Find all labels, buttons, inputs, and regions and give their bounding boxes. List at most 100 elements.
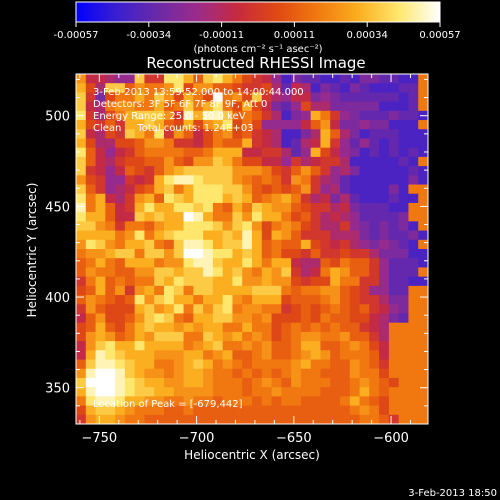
heatmap-cell xyxy=(379,377,390,388)
heatmap-cell xyxy=(359,221,370,232)
heatmap-cell xyxy=(398,83,410,94)
heatmap-cell xyxy=(124,120,136,130)
heatmap-cell xyxy=(124,202,136,213)
heatmap-cell xyxy=(330,166,341,176)
heatmap-cell xyxy=(95,156,106,167)
heatmap-cell xyxy=(242,166,253,176)
heatmap-cell xyxy=(281,258,292,269)
heatmap-cell xyxy=(183,193,194,204)
heatmap-cell xyxy=(154,202,165,213)
heatmap-cell xyxy=(300,276,312,287)
heatmap-cell xyxy=(193,230,204,241)
heatmap-cell xyxy=(379,193,390,204)
heatmap-cell xyxy=(212,377,224,388)
heatmap-cell xyxy=(173,230,185,241)
heatmap-cell xyxy=(359,331,370,342)
heatmap-cell xyxy=(124,193,136,204)
heatmap-cell xyxy=(193,267,204,278)
heatmap-cell xyxy=(291,258,302,269)
heatmap-cell xyxy=(291,147,302,158)
heatmap-cell xyxy=(261,156,273,167)
heatmap-cell xyxy=(271,74,282,84)
heatmap-cell xyxy=(310,322,322,333)
heatmap-cell xyxy=(154,295,165,305)
heatmap-cell xyxy=(320,101,331,112)
heatmap-cell xyxy=(164,110,175,121)
heatmap-cell xyxy=(271,120,282,130)
heatmap-cell xyxy=(183,350,194,361)
heatmap-cell xyxy=(85,322,97,333)
heatmap-cell xyxy=(124,405,136,416)
heatmap-cell xyxy=(183,405,194,416)
heatmap-cell xyxy=(173,202,185,213)
heatmap-cell xyxy=(203,138,214,149)
heatmap-cell xyxy=(359,396,370,407)
heatmap-cell xyxy=(183,396,194,407)
heatmap-cell xyxy=(330,184,341,195)
heatmap-cell xyxy=(76,175,87,186)
heatmap-cell xyxy=(408,110,419,121)
heatmap-cell xyxy=(173,368,185,379)
heatmap-cell xyxy=(349,110,361,121)
heatmap-cell xyxy=(310,249,322,259)
heatmap-cell xyxy=(310,368,322,379)
heatmap-cell xyxy=(115,184,126,195)
heatmap-cell xyxy=(222,175,234,186)
heatmap-cell xyxy=(124,368,136,379)
heatmap-cell xyxy=(212,120,224,130)
heatmap-cell xyxy=(300,239,312,250)
heatmap-cell xyxy=(232,83,243,94)
heatmap-cell xyxy=(349,175,361,186)
annotation-clean-total-counts: Clean Total counts: 1.24E+03 xyxy=(93,123,253,134)
heatmap-cell xyxy=(203,313,214,324)
heatmap-cell xyxy=(291,359,302,370)
heatmap-cell xyxy=(76,184,87,195)
heatmap-cell xyxy=(349,249,361,259)
heatmap-cell xyxy=(281,341,292,351)
heatmap-cell xyxy=(369,258,380,269)
heatmap-cell xyxy=(76,285,87,296)
heatmap-cell xyxy=(271,221,282,232)
heatmap-cell xyxy=(144,341,155,351)
heatmap-cell xyxy=(134,258,146,269)
heatmap-cell xyxy=(408,359,419,370)
heatmap-cell xyxy=(261,166,273,176)
heatmap-cell xyxy=(408,74,419,84)
heatmap-cell xyxy=(222,239,234,250)
heatmap-cell xyxy=(330,193,341,204)
heatmap-cell xyxy=(291,110,302,121)
colorbar-ticks: -0.00057 -0.00034 -0.00011 0.00011 0.00034 0.… xyxy=(54,22,461,41)
heatmap-cell xyxy=(418,74,428,84)
heatmap-cell xyxy=(85,285,97,296)
heatmap-cell xyxy=(173,92,185,103)
heatmap-cell xyxy=(252,184,263,195)
heatmap-cell xyxy=(115,101,126,112)
heatmap-cell xyxy=(388,249,400,259)
heatmap-cell xyxy=(144,414,155,424)
heatmap-cell xyxy=(242,202,253,213)
heatmap-cell xyxy=(203,304,214,315)
heatmap-cell xyxy=(95,138,106,149)
heatmap-cell xyxy=(252,249,263,259)
heatmap-cell xyxy=(183,74,194,84)
heatmap-cell xyxy=(398,239,410,250)
heatmap-cell xyxy=(359,285,370,296)
heatmap-cell xyxy=(124,166,136,176)
heatmap-cell xyxy=(349,202,361,213)
heatmap-cell xyxy=(212,295,224,305)
heatmap-cell xyxy=(134,120,146,130)
heatmap-cell xyxy=(222,202,234,213)
heatmap-cell xyxy=(330,138,341,149)
heatmap-cell xyxy=(310,239,322,250)
heatmap-cell xyxy=(203,156,214,167)
heatmap-cell xyxy=(134,405,146,416)
heatmap-cell xyxy=(212,212,224,222)
heatmap-cell xyxy=(359,202,370,213)
heatmap-cell xyxy=(340,258,351,269)
heatmap-cell xyxy=(193,147,204,158)
heatmap-cell xyxy=(115,138,126,149)
heatmap-cell xyxy=(349,258,361,269)
heatmap-cell xyxy=(388,74,400,84)
heatmap-cell xyxy=(173,359,185,370)
heatmap-cell xyxy=(124,147,136,158)
